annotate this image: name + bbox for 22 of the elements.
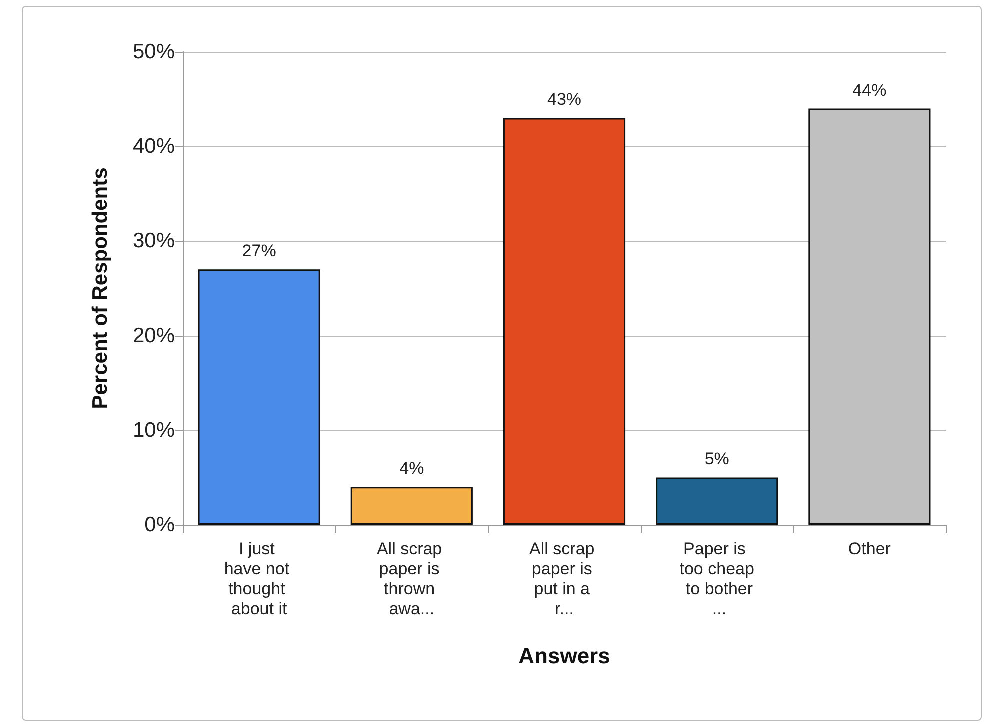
data-label: 44% — [852, 80, 887, 100]
bar — [503, 118, 626, 525]
x-tick-label: Other — [848, 540, 892, 558]
x-tick-label: Paper is too cheap to bother ... — [680, 540, 754, 618]
x-tick-label: All scrap paper is thrown awa... — [376, 540, 447, 618]
y-tick-label: 20% — [132, 324, 175, 348]
data-label: 43% — [547, 90, 582, 110]
y-tick-label: 30% — [132, 230, 175, 253]
y-axis-title: Percent of Respondents — [89, 168, 112, 410]
x-tick-label: I just have not thought about it — [224, 540, 294, 618]
data-label: 27% — [242, 242, 276, 261]
data-label: 4% — [400, 459, 424, 478]
y-tick-label: 50% — [132, 40, 175, 64]
data-label: 5% — [704, 450, 730, 469]
y-tick-label: 10% — [132, 418, 175, 442]
bar — [350, 487, 473, 525]
bar — [198, 270, 320, 525]
x-axis-title: Answers — [518, 644, 610, 668]
x-tick-label: All scrap paper is put in a r... — [530, 540, 600, 618]
y-tick-label: 0% — [144, 514, 175, 536]
bar — [656, 478, 778, 525]
y-tick-label: 40% — [132, 135, 175, 158]
